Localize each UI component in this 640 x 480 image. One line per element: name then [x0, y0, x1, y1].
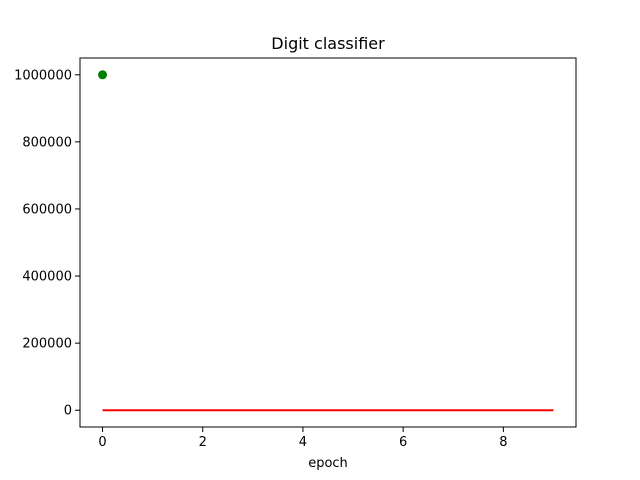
- y-axis-ticks: 0 200000 400000 600000 800000 1000000: [14, 68, 80, 419]
- y-tick-label: 1000000: [14, 68, 72, 83]
- scatter-point: [98, 70, 108, 80]
- y-tick-label: 800000: [22, 135, 72, 150]
- x-tick-label: 0: [98, 435, 106, 450]
- y-tick-label: 400000: [22, 270, 72, 285]
- y-tick-label: 0: [64, 404, 72, 419]
- chart-marks: [98, 70, 554, 412]
- y-tick-label: 600000: [22, 202, 72, 217]
- x-tick-label: 4: [299, 435, 307, 450]
- x-tick-label: 6: [399, 435, 407, 450]
- y-tick-label: 200000: [22, 337, 72, 352]
- x-tick-label: 2: [199, 435, 207, 450]
- chart-title: Digit classifier: [271, 34, 385, 53]
- x-axis-label: epoch: [308, 456, 348, 471]
- x-tick-label: 8: [499, 435, 507, 450]
- plot-frame: [79, 57, 577, 428]
- plot-background: [80, 58, 576, 427]
- x-axis-ticks: 0 2 4 6 8: [98, 427, 507, 450]
